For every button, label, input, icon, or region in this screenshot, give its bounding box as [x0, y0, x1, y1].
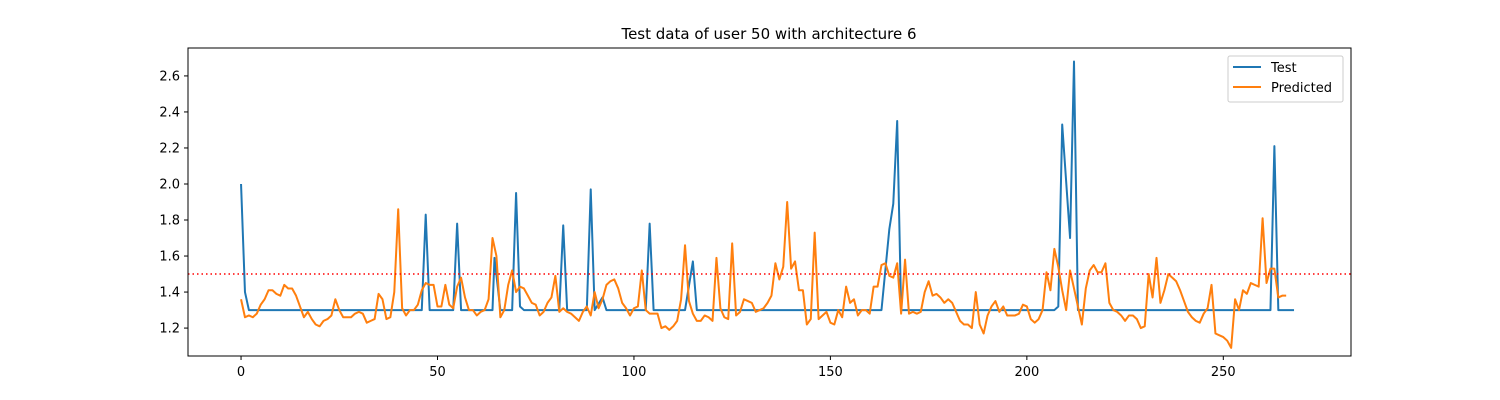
x-tick-label: 150	[818, 365, 843, 380]
chart-title: Test data of user 50 with architecture 6	[620, 25, 916, 43]
series-line-predicted	[240, 201, 1287, 349]
y-tick-label: 1.6	[159, 250, 180, 265]
x-tick-label: 0	[237, 365, 245, 380]
series-line-test	[240, 60, 1295, 312]
legend: Test Predicted	[1227, 55, 1344, 103]
plot-frame	[187, 47, 1352, 357]
x-tick-label: 250	[1211, 365, 1236, 380]
x-tick-label: 50	[429, 365, 446, 380]
y-tick-label: 1.2	[159, 322, 180, 337]
y-tick-label: 2.6	[159, 69, 180, 84]
legend-label-test: Test	[1270, 61, 1297, 76]
y-tick-label: 2.0	[159, 177, 180, 192]
y-tick-label: 2.2	[159, 141, 180, 156]
y-tick-label: 2.4	[159, 105, 180, 120]
y-tick-label: 1.4	[159, 286, 180, 301]
y-tick-label: 1.8	[159, 214, 180, 229]
plot-area	[188, 60, 1351, 349]
axes: 0 50 100 150 200 250 1.2 1.4 1.6 1.8 2.0 2.2 2.4 2.6	[159, 69, 1235, 380]
x-tick-label: 200	[1014, 365, 1039, 380]
legend-label-predicted: Predicted	[1271, 81, 1332, 96]
x-tick-label: 100	[622, 365, 647, 380]
